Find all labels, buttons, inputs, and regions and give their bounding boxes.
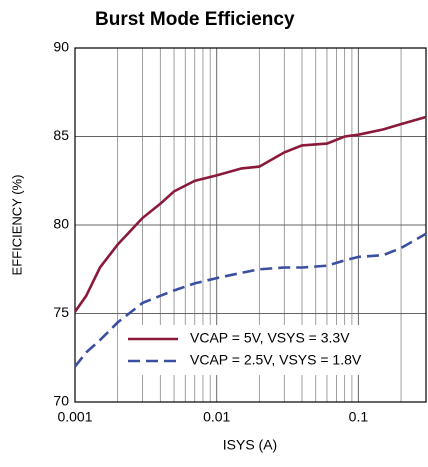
y-tick-label: 70 [53, 393, 69, 409]
legend-label: VCAP = 2.5V, VSYS = 1.8V [190, 352, 362, 368]
plot-frame [74, 47, 427, 403]
y-tick-label: 85 [53, 127, 69, 143]
x-tick-label: 0.01 [203, 409, 230, 425]
y-axis-label: EFFICIENCY (%) [9, 175, 24, 276]
legend-box [118, 325, 400, 375]
y-tick-label: 75 [53, 304, 69, 320]
series-line [73, 115, 427, 313]
x-tick-label: 0.001 [57, 409, 92, 425]
series-line [73, 232, 427, 368]
x-axis-label: ISYS (A) [223, 437, 277, 453]
legend-label: VCAP = 5V, VSYS = 3.3V [190, 330, 350, 346]
y-tick-label: 80 [53, 216, 69, 232]
y-tick-label: 90 [53, 39, 69, 55]
chart-title: Burst Mode Efficiency [95, 9, 295, 30]
x-tick-label: 0.1 [349, 409, 369, 425]
